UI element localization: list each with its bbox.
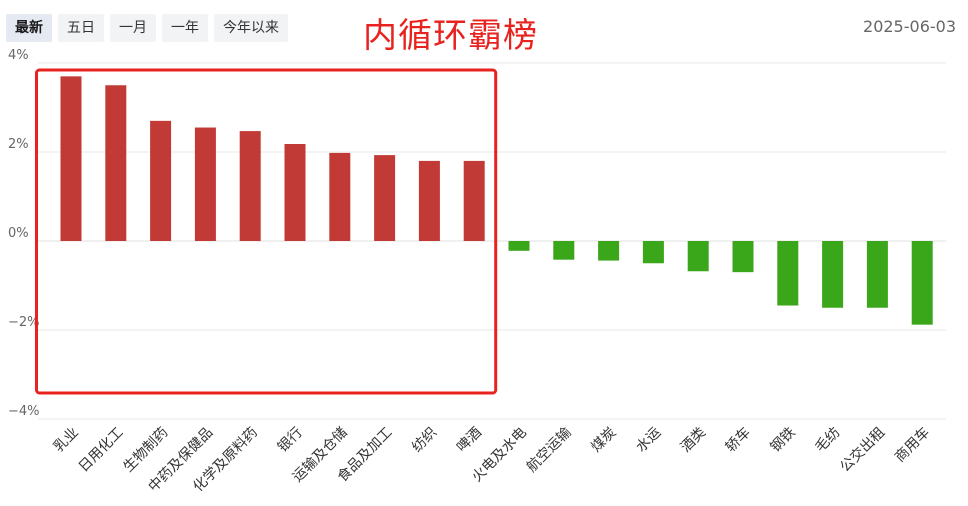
bar-11[interactable] [553, 241, 575, 260]
category-label-15: 轿车 [722, 424, 754, 456]
category-label-9: 啤酒 [454, 425, 485, 456]
category-label-18: 公交出租 [837, 424, 889, 476]
period-tabs: 最新 五日 一月 一年 今年以来 [6, 14, 288, 42]
annotation-title: 内循环霸榜 [363, 16, 538, 56]
category-label-5: 银行 [275, 425, 306, 456]
category-label-0: 乳业 [51, 425, 82, 456]
category-label-14: 酒类 [678, 425, 709, 456]
category-label-1: 日用化工 [76, 425, 127, 476]
tab-one-month[interactable]: 一月 [110, 14, 156, 42]
bar-18[interactable] [866, 241, 888, 308]
bar-layer [60, 76, 933, 325]
bar-0[interactable] [60, 76, 82, 241]
highlight-box [35, 68, 498, 395]
grid-layer: 4% 2% 0% −2% −4% [8, 48, 946, 420]
category-label-11: 航空运输 [524, 425, 575, 476]
bar-19[interactable] [911, 241, 933, 325]
bar-1[interactable] [105, 85, 127, 241]
bar-6[interactable] [329, 152, 351, 241]
data-date: 2025-06-03 [863, 17, 956, 36]
bar-17[interactable] [822, 241, 844, 308]
y-tick-label: −4% [8, 404, 40, 419]
category-label-8: 纺织 [409, 425, 440, 456]
bar-8[interactable] [418, 160, 440, 241]
y-tick-label: 0% [8, 226, 29, 241]
bar-3[interactable] [194, 127, 216, 241]
bar-10[interactable] [508, 241, 530, 251]
bar-15[interactable] [732, 241, 754, 273]
category-label-13: 水运 [633, 425, 664, 456]
y-tick-label: 2% [8, 137, 29, 152]
bar-7[interactable] [374, 155, 396, 241]
category-label-17: 毛纺 [812, 425, 843, 456]
tab-year-to-date[interactable]: 今年以来 [214, 14, 288, 42]
category-label-19: 商用车 [891, 424, 933, 466]
bar-12[interactable] [598, 241, 620, 261]
bar-9[interactable] [463, 160, 485, 241]
bar-13[interactable] [642, 241, 664, 264]
tab-one-year[interactable]: 一年 [162, 14, 208, 42]
category-label-12: 煤炭 [588, 425, 619, 456]
tab-latest[interactable]: 最新 [6, 14, 52, 42]
bar-2[interactable] [150, 120, 172, 241]
category-label-16: 钢铁 [768, 425, 799, 456]
y-tick-label: 4% [8, 48, 29, 63]
tab-five-days[interactable]: 五日 [58, 14, 104, 42]
bar-5[interactable] [284, 143, 306, 241]
bar-16[interactable] [777, 241, 799, 306]
y-tick-label: −2% [8, 315, 40, 330]
bar-4[interactable] [239, 131, 261, 241]
bar-14[interactable] [687, 241, 709, 272]
